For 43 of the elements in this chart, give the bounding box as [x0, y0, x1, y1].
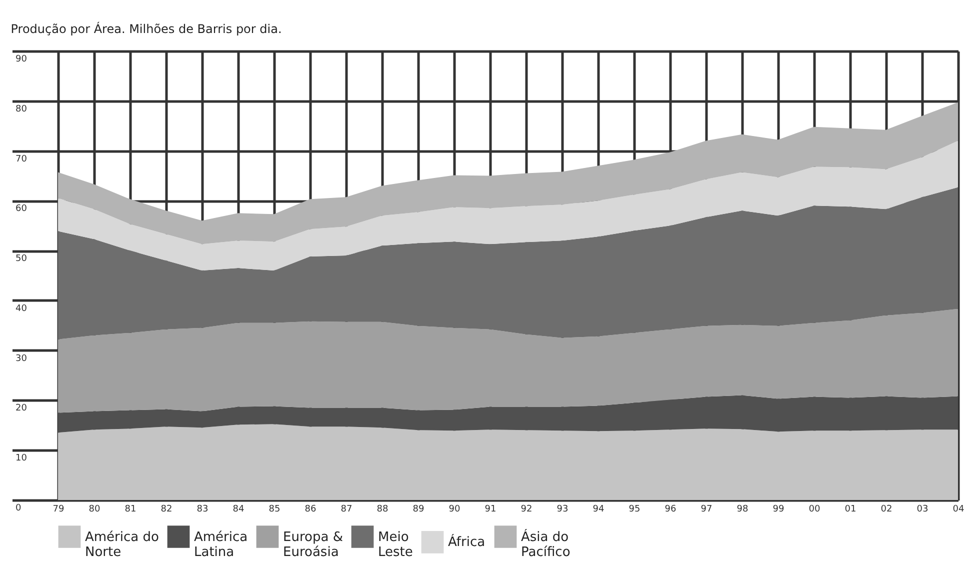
y-tick-label: 50 — [16, 254, 28, 264]
x-tick-label: 01 — [844, 504, 856, 514]
chart-title: Produção por Área. Milhões de Barris por dia. — [10, 20, 282, 36]
x-tick-label: 98 — [736, 504, 748, 514]
x-tick-label: 04 — [952, 504, 964, 514]
x-tick-label: 88 — [376, 504, 388, 514]
x-tick-label: 82 — [160, 504, 172, 514]
x-tick-label: 80 — [88, 504, 100, 514]
x-tick-label: 89 — [412, 504, 424, 514]
y-tick-label: 0 — [16, 504, 22, 514]
x-tick-label: 95 — [628, 504, 640, 514]
y-tick-label: 20 — [16, 404, 28, 414]
x-tick-label: 84 — [232, 504, 244, 514]
x-tick-label: 87 — [340, 504, 352, 514]
y-tick-label: 70 — [16, 154, 28, 164]
x-tick-label: 83 — [196, 504, 208, 514]
legend-label: Ásia do Pacífico — [521, 528, 570, 560]
y-tick-label: 60 — [16, 204, 28, 214]
legend-label: Meio Leste — [378, 530, 413, 560]
x-tick-label: 79 — [52, 504, 64, 514]
y-tick-label: 30 — [16, 354, 28, 364]
x-tick-label: 03 — [916, 504, 928, 514]
x-tick-label: 91 — [484, 504, 496, 514]
x-tick-label: 99 — [772, 504, 784, 514]
y-tick-label: 40 — [16, 304, 28, 314]
legend-label: América Latina — [194, 530, 248, 560]
x-tick-label: 81 — [124, 504, 136, 514]
x-tick-label: 93 — [556, 504, 568, 514]
x-tick-label: 02 — [880, 504, 892, 514]
y-tick-label: 90 — [16, 54, 28, 64]
legend-label: África — [448, 533, 486, 550]
x-tick-label: 94 — [592, 504, 604, 514]
y-tick-label: 80 — [16, 104, 28, 114]
y-tick-label: 10 — [16, 454, 28, 464]
x-tick-label: 90 — [448, 504, 460, 514]
x-tick-label: 86 — [304, 504, 316, 514]
x-tick-label: 97 — [700, 504, 712, 514]
x-tick-label: 00 — [808, 504, 820, 514]
legend-label: Europa & Euroásia — [283, 530, 343, 560]
legend-label: América do Norte — [85, 530, 160, 560]
x-tick-label: 96 — [664, 504, 676, 514]
x-tick-label: 92 — [520, 504, 532, 514]
x-tick-label: 85 — [268, 504, 280, 514]
